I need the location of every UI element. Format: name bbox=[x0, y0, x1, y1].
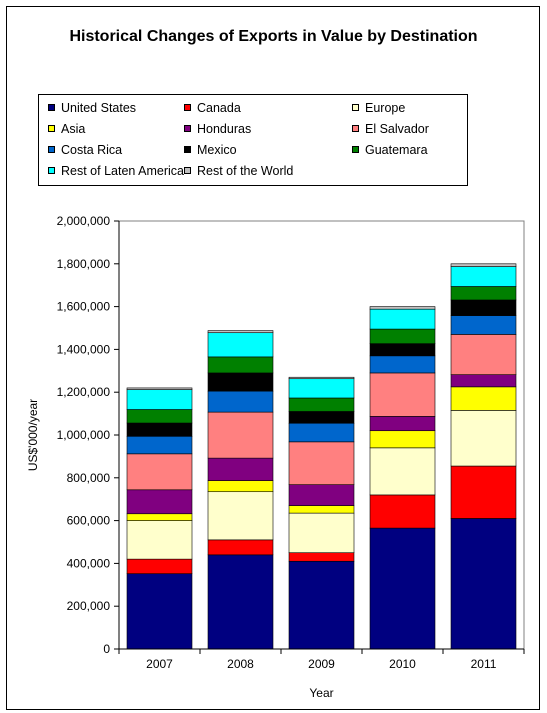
chart-title: Historical Changes of Exports in Value b… bbox=[0, 26, 547, 48]
bar-segment bbox=[369, 308, 436, 330]
bar-segment bbox=[369, 494, 436, 529]
bar-segment bbox=[288, 505, 355, 514]
legend-swatch bbox=[184, 146, 191, 153]
legend-swatch bbox=[352, 125, 359, 132]
bar-segment bbox=[207, 356, 274, 374]
bar-segment bbox=[126, 513, 193, 521]
bar-segment bbox=[369, 430, 436, 449]
bar-segment bbox=[126, 387, 193, 390]
bar-segment bbox=[369, 372, 436, 417]
bar-segment bbox=[207, 480, 274, 493]
legend-label: Canada bbox=[197, 101, 241, 115]
bar-segment bbox=[288, 411, 355, 424]
bar-segment bbox=[450, 334, 517, 375]
bar-segment bbox=[369, 343, 436, 357]
legend-label: Guatemara bbox=[365, 143, 428, 157]
legend-swatch bbox=[48, 125, 55, 132]
bar-segment bbox=[207, 491, 274, 541]
bar-segment bbox=[450, 518, 517, 650]
legend-swatch bbox=[352, 104, 359, 111]
legend-swatch bbox=[184, 125, 191, 132]
y-tick-label: 1,000,000 bbox=[57, 428, 111, 442]
bar-segment bbox=[126, 409, 193, 424]
bar-segment bbox=[450, 286, 517, 301]
bar-segment bbox=[369, 355, 436, 374]
bar-segment bbox=[450, 386, 517, 411]
legend-label: Rest of the World bbox=[197, 164, 294, 178]
bar-segment bbox=[450, 410, 517, 467]
bar-segment bbox=[126, 573, 193, 650]
bar-segment bbox=[126, 558, 193, 574]
y-tick-label: 1,400,000 bbox=[57, 342, 111, 356]
bar-segment bbox=[207, 554, 274, 650]
legend-label: Asia bbox=[61, 122, 86, 136]
bar-segment bbox=[288, 397, 355, 412]
bar-segment bbox=[450, 315, 517, 335]
bar-segment bbox=[369, 328, 436, 344]
bar-segment bbox=[126, 435, 193, 455]
chart-title-text: Historical Changes of Exports in Value b… bbox=[69, 28, 478, 45]
legend: United States Canada Europe Asia Honduras El … bbox=[38, 94, 468, 186]
legend-label: Europe bbox=[365, 101, 406, 115]
bar-segment bbox=[207, 330, 274, 334]
y-tick-label: 400,000 bbox=[67, 556, 111, 570]
bar-segment bbox=[369, 416, 436, 432]
legend-swatch bbox=[48, 167, 55, 174]
bar-segment bbox=[450, 266, 517, 287]
y-tick-label: 200,000 bbox=[67, 599, 111, 613]
bar-segment bbox=[369, 447, 436, 496]
bar-segment bbox=[126, 520, 193, 560]
bar-segment bbox=[288, 376, 355, 380]
y-tick-label: 1,600,000 bbox=[57, 300, 111, 314]
legend-swatch bbox=[184, 167, 191, 174]
bar-segment bbox=[126, 389, 193, 410]
bar-segment bbox=[126, 453, 193, 491]
y-tick-label: 2,000,000 bbox=[57, 214, 111, 228]
y-tick-label: 1,200,000 bbox=[57, 385, 111, 399]
x-tick-label: 2007 bbox=[146, 657, 173, 671]
legend-swatch bbox=[48, 104, 55, 111]
bar-segment bbox=[207, 332, 274, 358]
y-axis-title: US$'000/year bbox=[26, 399, 40, 471]
bar-segment bbox=[207, 539, 274, 556]
bar-segment bbox=[450, 465, 517, 519]
y-tick-label: 600,000 bbox=[67, 514, 111, 528]
bar-segment bbox=[207, 411, 274, 459]
legend-label: Mexico bbox=[197, 143, 237, 157]
y-tick-label: 800,000 bbox=[67, 471, 111, 485]
y-tick-label: 1,800,000 bbox=[57, 257, 111, 271]
bar-segment bbox=[369, 527, 436, 650]
bar-segment bbox=[288, 560, 355, 650]
bar-segment bbox=[126, 422, 193, 437]
legend-label: Honduras bbox=[197, 122, 252, 136]
bar-segment bbox=[288, 378, 355, 399]
bar-segment bbox=[450, 374, 517, 388]
legend-label: Rest of Laten America bbox=[61, 164, 184, 178]
bar-segment bbox=[288, 484, 355, 506]
legend-label: El Salvador bbox=[365, 122, 429, 136]
bar-segment bbox=[450, 263, 517, 267]
legend-label: United States bbox=[61, 101, 137, 115]
bar-segment bbox=[288, 441, 355, 485]
bar-segment bbox=[369, 306, 436, 310]
bar-segment bbox=[288, 512, 355, 553]
bar-segment bbox=[207, 390, 274, 413]
x-tick-label: 2008 bbox=[227, 657, 254, 671]
legend-swatch bbox=[184, 104, 191, 111]
bar-segment bbox=[126, 489, 193, 515]
x-tick-label: 2011 bbox=[471, 657, 497, 671]
bar-segment bbox=[207, 457, 274, 481]
legend-swatch bbox=[48, 146, 55, 153]
x-tick-label: 2009 bbox=[308, 657, 335, 671]
y-tick-label: 0 bbox=[103, 642, 110, 656]
bar-segment bbox=[450, 299, 517, 316]
x-tick-label: 2010 bbox=[389, 657, 416, 671]
bar-segment bbox=[288, 552, 355, 562]
legend-swatch bbox=[352, 146, 359, 153]
legend-label: Costa Rica bbox=[61, 143, 123, 157]
bar-segment bbox=[288, 422, 355, 443]
bar-segment bbox=[207, 372, 274, 392]
x-axis-title: Year bbox=[309, 686, 333, 700]
